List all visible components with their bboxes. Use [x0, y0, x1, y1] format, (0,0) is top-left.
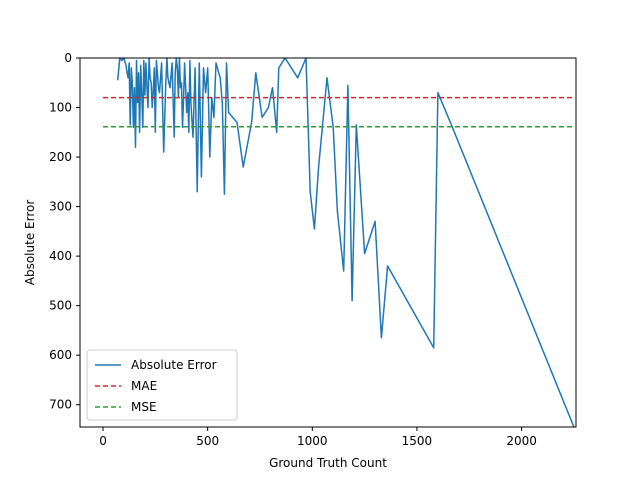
x-tick-label: 0	[99, 434, 107, 448]
y-tick-label: 500	[49, 299, 72, 313]
y-tick-label: 300	[49, 200, 72, 214]
y-tick-label: 400	[49, 249, 72, 263]
plot-frame	[79, 57, 577, 428]
x-axis-label: Ground Truth Count	[269, 456, 387, 470]
legend-label-mse: MSE	[131, 400, 157, 414]
x-tick-label: 2000	[506, 434, 537, 448]
x-tick-label: 1000	[297, 434, 328, 448]
y-tick-label: 200	[49, 150, 72, 164]
y-axis-ticks: 0 100 200 300 400 500 600 700	[49, 51, 80, 412]
x-tick-label: 1500	[402, 434, 433, 448]
series-line-absolute-error	[116, 57, 575, 428]
legend-label-absolute-error: Absolute Error	[131, 358, 217, 372]
y-tick-label: 0	[64, 51, 72, 65]
legend-box	[86, 349, 238, 421]
y-axis-label: Absolute Error	[23, 200, 37, 286]
x-tick-label: 500	[196, 434, 219, 448]
y-tick-label: 600	[49, 348, 72, 362]
plot-lines	[103, 57, 575, 428]
y-tick-label: 100	[49, 101, 72, 115]
legend: Absolute Error MAE MSE	[86, 349, 238, 421]
y-tick-label: 700	[49, 398, 72, 412]
x-axis-ticks: 0 500 1000 1500 2000	[99, 427, 537, 448]
legend-label-mae: MAE	[131, 379, 157, 393]
